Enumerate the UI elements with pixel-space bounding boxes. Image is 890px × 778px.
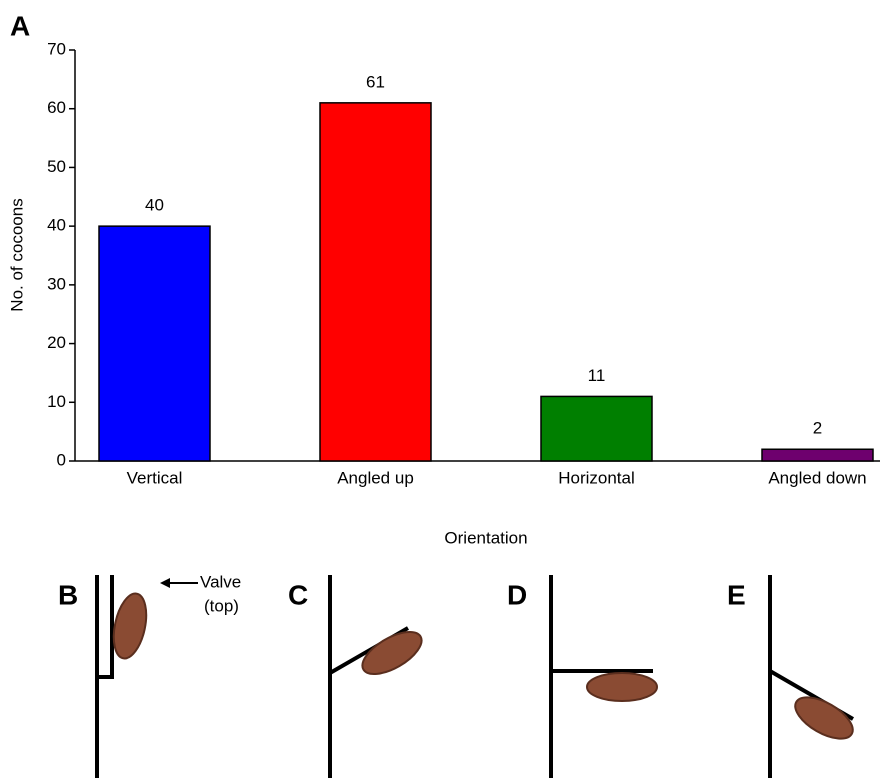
value-label: 2 — [813, 419, 822, 438]
x-tick-label: Angled down — [768, 468, 866, 487]
panel-c: C — [288, 575, 428, 778]
panel-label: B — [58, 579, 78, 610]
bar — [541, 396, 652, 461]
value-label: 61 — [366, 72, 385, 91]
annotation: Valve — [200, 572, 241, 591]
x-tick-label: Vertical — [127, 468, 183, 487]
bar — [99, 226, 210, 461]
arrow-head — [160, 578, 170, 588]
y-tick-label: 20 — [47, 333, 66, 352]
x-axis-label: Orientation — [444, 528, 527, 547]
cocoon — [587, 673, 657, 701]
y-tick-label: 70 — [47, 39, 66, 58]
y-tick-label: 40 — [47, 216, 66, 235]
bar — [320, 103, 431, 461]
panel-e: E — [727, 575, 859, 778]
y-tick-label: 30 — [47, 274, 66, 293]
value-label: 40 — [145, 196, 164, 215]
cocoon — [108, 591, 151, 662]
panel-d: D — [507, 575, 657, 778]
wall — [770, 575, 853, 778]
figure: A Orientation No. of cocoons B Valve (to… — [0, 0, 890, 778]
x-tick-label: Horizontal — [558, 468, 635, 487]
panel-label: D — [507, 579, 527, 610]
panel-label: E — [727, 579, 746, 610]
panel-label: C — [288, 579, 308, 610]
panel-b: B Valve (top) — [58, 572, 241, 778]
panel-label: A — [10, 10, 30, 41]
y-tick-label: 60 — [47, 98, 66, 117]
wall — [330, 575, 408, 778]
y-tick-label: 10 — [47, 392, 66, 411]
bar — [762, 449, 873, 461]
x-tick-label: Angled up — [337, 468, 414, 487]
value-label: 11 — [588, 366, 606, 385]
y-tick-label: 50 — [47, 157, 66, 176]
y-axis-label: No. of cocoons — [7, 198, 26, 311]
wall — [97, 575, 112, 778]
annotation: (top) — [204, 596, 239, 615]
y-tick-label: 0 — [57, 450, 66, 469]
